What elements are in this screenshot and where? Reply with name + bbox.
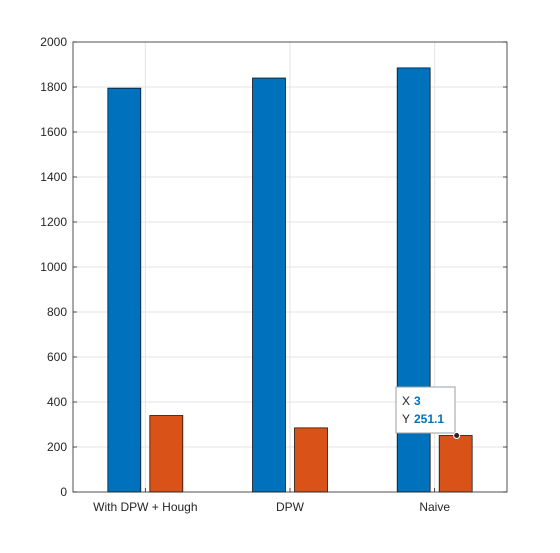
bar-series2-1[interactable]: [149, 415, 184, 493]
y-tick-label: 1000: [40, 260, 67, 274]
datatip[interactable]: X 3 Y 251.1: [395, 386, 461, 440]
datatip-x-label: X: [402, 394, 410, 408]
x-tick-label: Naive: [419, 500, 450, 514]
bar-series1-1[interactable]: [107, 87, 142, 493]
y-tick-label: 800: [47, 305, 67, 319]
y-tick-label: 1600: [40, 125, 67, 139]
bar-series2-2[interactable]: [294, 427, 328, 493]
datatip-marker: [453, 432, 461, 440]
bar-series1-2[interactable]: [252, 77, 286, 493]
y-tick-label: 1800: [40, 80, 67, 94]
y-tick-label: 600: [47, 350, 67, 364]
y-tick-label: 1400: [40, 170, 67, 184]
datatip-y-label: Y: [402, 412, 410, 426]
y-tick-label: 200: [47, 440, 67, 454]
y-tick-label: 400: [47, 395, 67, 409]
datatip-y-value: 251.1: [414, 412, 444, 426]
grid-lines: [73, 42, 507, 492]
y-tick-label: 0: [60, 485, 67, 499]
y-tick-label: 1200: [40, 215, 67, 229]
x-axis: With DPW + Hough DPW Naive: [93, 488, 450, 514]
y-axis: 0 200 400 600 800 1000 1200 1400 1600 1800 2000: [40, 35, 507, 499]
x-tick-label: DPW: [276, 500, 305, 514]
bar-series2-3[interactable]: [438, 435, 473, 493]
x-tick-label: With DPW + Hough: [93, 500, 197, 514]
y-tick-label: 2000: [40, 35, 67, 49]
datatip-x-value: 3: [414, 394, 421, 408]
datatip-box: [395, 386, 456, 434]
